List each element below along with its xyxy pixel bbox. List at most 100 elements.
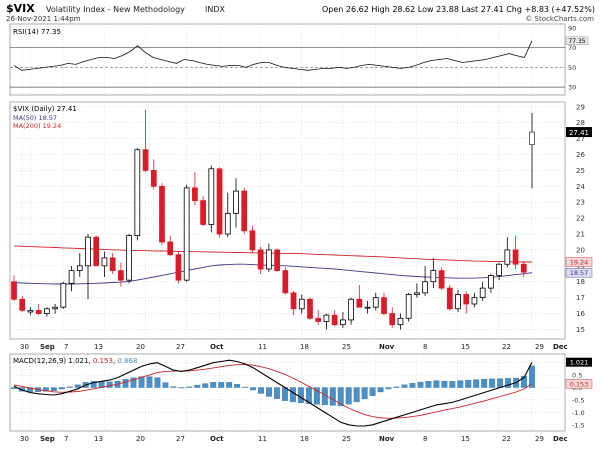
low-value: 23.88	[436, 5, 459, 14]
price-xlabel-1: Sep	[40, 343, 55, 351]
rsi-line	[13, 40, 533, 71]
candle-body-53	[446, 287, 453, 310]
macd-hist-bar-52	[425, 381, 432, 388]
candle-body-15	[134, 149, 141, 237]
candle-body-46	[389, 313, 396, 326]
macd-xlabel-9: 25	[342, 435, 351, 443]
macd-hist-bar-46	[377, 387, 384, 393]
macd-xlabel-4: 20	[136, 435, 145, 443]
candle-body-37	[315, 317, 322, 322]
macd-hist-bar-35	[289, 387, 296, 403]
price-tick-29: 29	[576, 103, 585, 111]
macd-hist-bar-37	[305, 387, 312, 404]
macd-hist-bar-62	[505, 378, 512, 388]
macd-xlabel-14: 29	[535, 435, 544, 443]
macd-xlabel-0: 30	[20, 435, 29, 443]
macd-hist-bar-40	[329, 387, 336, 406]
macd-hist-bar-42	[345, 387, 352, 405]
macd-xlabel-6: Oct	[210, 435, 224, 443]
price-xlabel-6: Oct	[210, 343, 224, 351]
candle-body-60	[504, 249, 511, 265]
candle-body-22	[192, 187, 198, 202]
candle-body-20	[175, 254, 182, 281]
ma200-legend: MA(200) 19.24	[13, 122, 61, 130]
candle-body-42	[356, 298, 363, 308]
macd-legend: MACD(12,26,9) 1.021, 0.153, 0.868	[13, 357, 137, 365]
candle-body-49	[414, 292, 420, 295]
price-xlabel-8: 18	[300, 343, 309, 351]
rsi-last-value: 77.35	[568, 38, 585, 45]
macd-xlabel-15: Dec	[553, 435, 568, 443]
macd-hist-bar-5	[50, 387, 57, 391]
macd-hist-bar-64	[521, 375, 527, 388]
price-tick-22: 22	[576, 215, 585, 223]
price-last-value: 27.41	[569, 129, 589, 137]
macd-tick-4: 0.5	[572, 372, 582, 380]
macd-xlabel-1: Sep	[40, 435, 55, 443]
price-legend: $VIX (Daily) 27.41	[13, 105, 77, 113]
price-xlabel-13: 22	[502, 343, 511, 351]
last-value: 27.41	[481, 5, 504, 14]
candle-body-26	[224, 212, 231, 235]
candle-body-10	[93, 236, 100, 267]
ma50-line	[13, 263, 533, 285]
open-label: Open	[322, 5, 343, 14]
candle-body-59	[496, 263, 502, 276]
macd-hist-bar-7	[66, 386, 73, 388]
macd-hist-bar-50	[409, 383, 416, 388]
macd-legend-main: MACD(12,26,9) 1.021,	[13, 357, 93, 365]
candle-body-43	[364, 306, 371, 309]
candle-body-62	[520, 263, 527, 273]
price-tick-16: 16	[576, 310, 585, 318]
macd-xlabel-8: 18	[300, 435, 309, 443]
macd-xlabel-5: 27	[176, 435, 185, 443]
candle-body-0	[11, 281, 17, 300]
macd-hist-bar-20	[170, 386, 177, 388]
macd-hist-bar-19	[162, 382, 169, 388]
macd-hist-bar-16	[138, 376, 145, 388]
macd-hist-bar-28	[234, 384, 241, 388]
price-tick-17: 17	[576, 294, 585, 302]
rsi-last-badge	[565, 36, 589, 45]
macd-hist-bar-54	[441, 380, 448, 388]
macd-hist-bar-26	[218, 382, 225, 388]
macd-hist-bar-15	[130, 377, 137, 388]
macd-tick-1: -1.0	[572, 409, 585, 417]
rsi-tick-50: 50	[568, 64, 576, 72]
ma200-line	[13, 245, 532, 263]
price-panel-frame	[9, 101, 566, 340]
macd-xlabel-12: 15	[461, 435, 470, 443]
macd-xlabel-11: 8	[423, 435, 427, 443]
macd-hist-bar-17	[146, 376, 153, 388]
candle-body-31	[266, 249, 272, 270]
macd-hist-bar-10	[90, 381, 97, 388]
candle-body-35	[298, 298, 305, 310]
price-xlabel-12: 15	[461, 343, 470, 351]
candle-body-29	[249, 230, 256, 251]
price-tick-18: 18	[576, 278, 585, 286]
macd-hist-bar-59	[481, 378, 488, 388]
macd-hist-bar-30	[250, 387, 257, 391]
price-xlabel-2: 7	[64, 343, 68, 351]
macd-tick-0: -1.5	[572, 421, 585, 429]
macd-hist-bar-24	[202, 383, 209, 388]
macd-xlabel-10: Nov	[379, 435, 395, 443]
candle-body-61	[512, 249, 519, 265]
candle-body-14	[126, 235, 132, 281]
macd-hist-bar-60	[489, 378, 496, 388]
macd-hist-bar-32	[266, 387, 272, 397]
price-tick-27: 27	[576, 135, 585, 143]
candle-body-55	[463, 294, 470, 305]
candle-body-38	[323, 314, 330, 322]
candle-body-12	[109, 257, 116, 272]
macd-xlabel-13: 22	[502, 435, 511, 443]
macd-hist-bar-21	[178, 387, 185, 389]
candle-body-50	[422, 281, 428, 294]
candle-body-3	[35, 309, 42, 314]
macd-hist-bar-27	[226, 382, 233, 388]
candle-body-32	[274, 249, 280, 272]
watermark: © StockCharts.com	[525, 15, 594, 23]
candle-body-11	[101, 257, 108, 267]
price-xlabel-14: 29	[535, 343, 544, 351]
